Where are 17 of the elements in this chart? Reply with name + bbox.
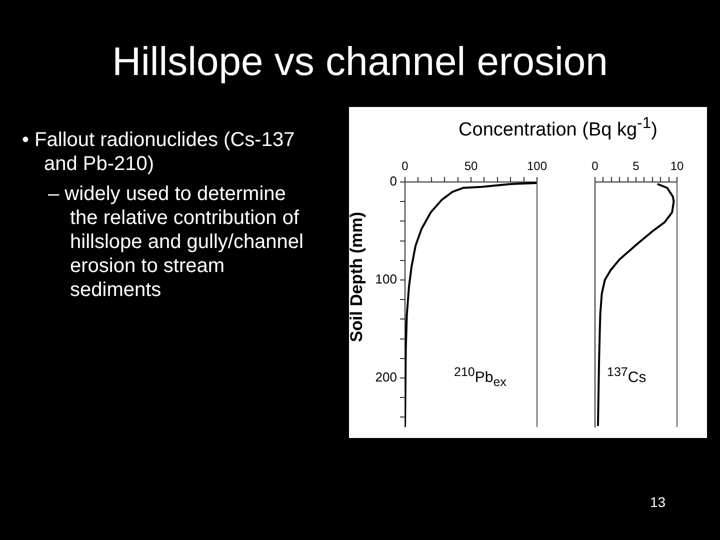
y-axis-title: Soil Depth (mm)	[347, 210, 367, 344]
annotation: $^{210}$Pb$_{ex}$	[454, 365, 506, 389]
x-tick-label: 5	[632, 159, 640, 174]
text: • Fallout radionuclides (Cs-137 and Pb-210)	[22, 129, 295, 175]
y-tick-label: 0	[390, 174, 397, 189]
x-tick-label: 50	[464, 159, 478, 174]
x-tick-label: 10	[670, 159, 684, 174]
text: 13	[650, 494, 666, 510]
y-tick-label: 200	[375, 370, 397, 385]
annotation: $^{137}$Cs	[607, 365, 646, 386]
x-axis-title: Concentration (Bq kg$^{-1}$)	[458, 115, 658, 142]
y-tick-label: 100	[375, 272, 397, 287]
chart-title: Hillslope vs channel erosion	[111, 40, 609, 85]
x-tick-label: 100	[526, 159, 548, 174]
text: – widely used to determine the relative contribution of hillslope and gully/channel erosion to stream sediments	[48, 182, 304, 302]
x-tick-label: 0	[402, 159, 409, 174]
x-tick-label: 0	[592, 159, 599, 174]
